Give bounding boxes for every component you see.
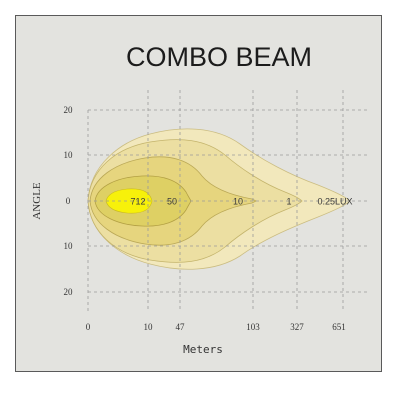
zone-label-50lux: 50 [167,197,177,207]
x-tick-label: 327 [290,322,304,332]
x-tick-label: 103 [246,322,260,332]
zone-label-1lux: 1 [286,197,291,207]
y-tick-label: 20 [64,105,74,115]
zone-label-0.25lux: 0.25LUX [317,197,352,207]
x-tick-label: 651 [332,322,346,332]
x-tick-label: 10 [144,322,154,332]
beam-zone-712lux [105,188,153,214]
zone-label-10lux: 10 [233,197,243,207]
y-tick-label: 20 [64,287,74,297]
y-tick-label: 0 [66,196,71,206]
chart-title: COMBO BEAM [126,42,312,72]
y-tick-label: 10 [64,150,74,160]
zone-label-712lux: 712 [130,197,145,207]
x-tick-label: 47 [176,322,186,332]
x-tick-label: 0 [86,322,91,332]
y-tick-label: 10 [64,241,74,251]
y-axis-label: ANGLE [31,182,43,220]
x-axis-label: Meters [183,343,223,356]
grid [87,90,370,312]
